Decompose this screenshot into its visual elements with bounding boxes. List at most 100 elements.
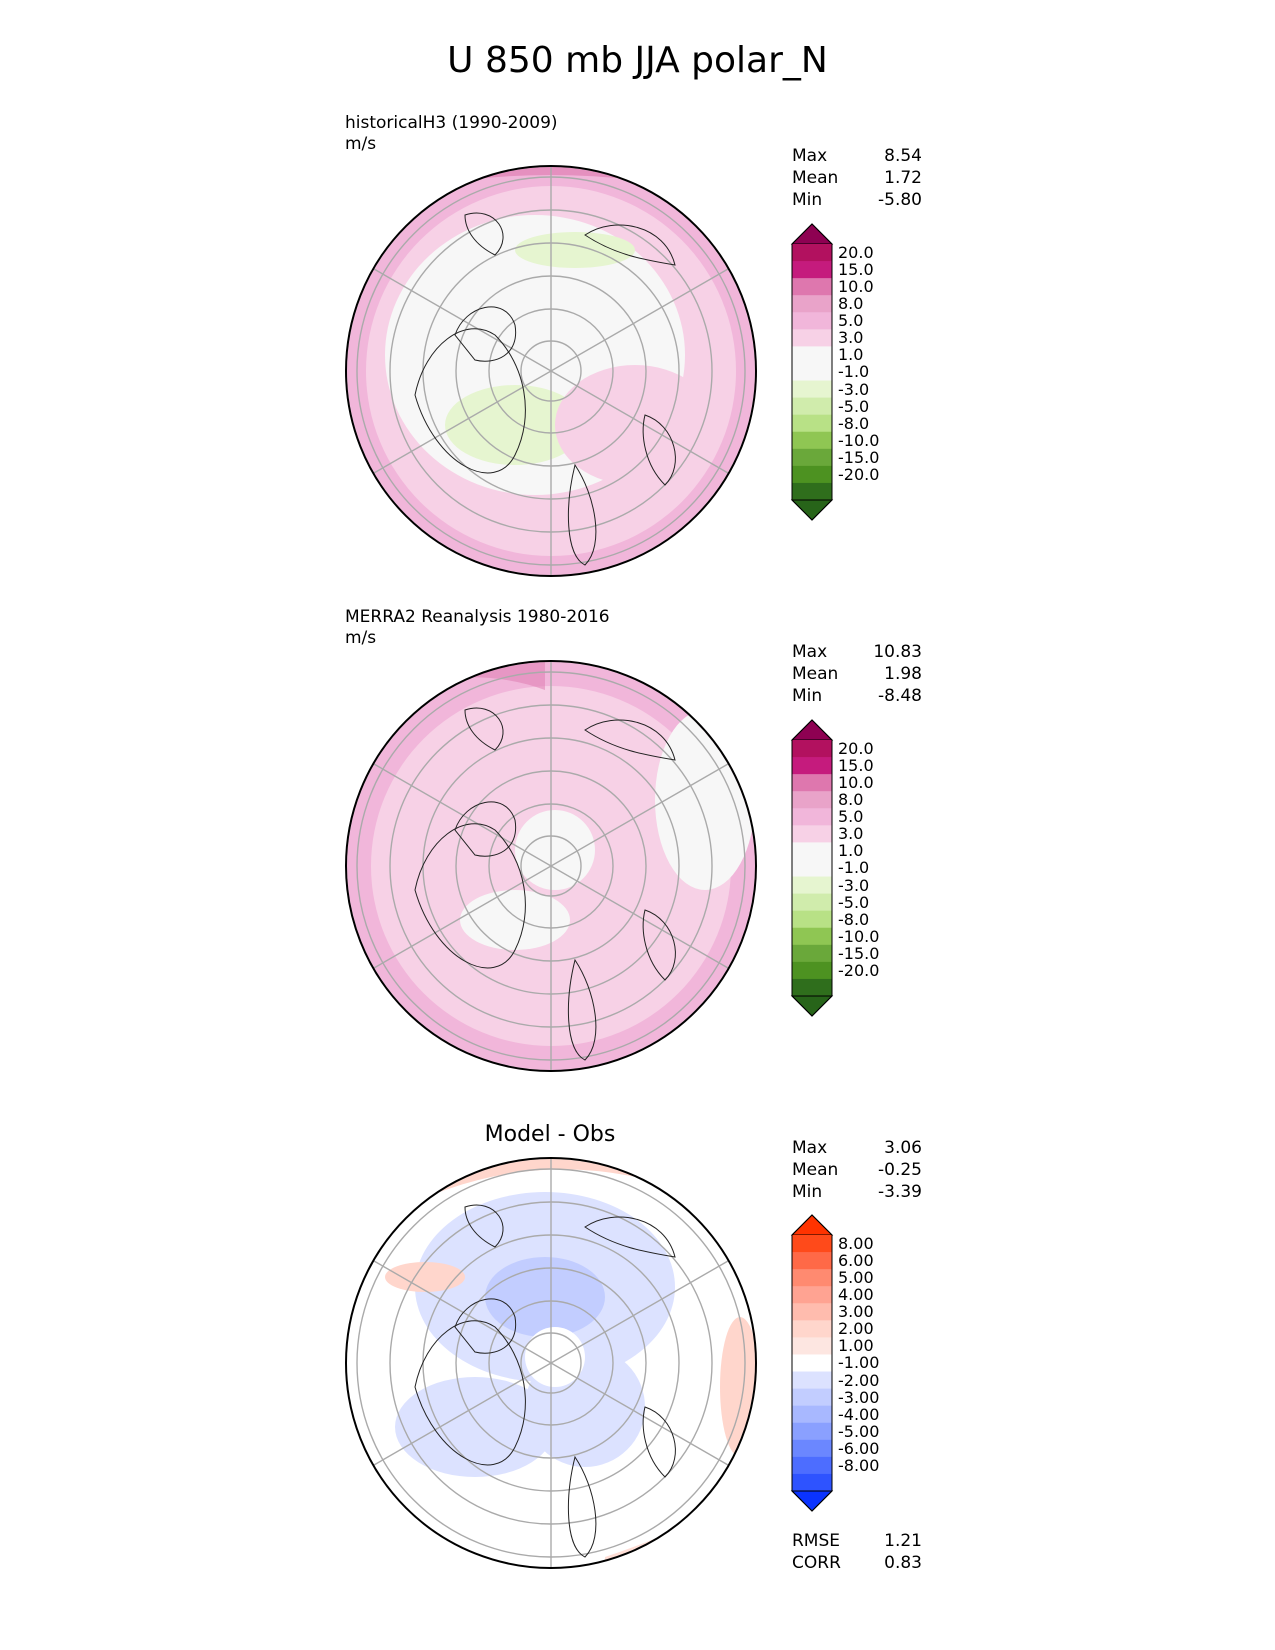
colorbar-field-1-tick-label: 3.0	[838, 328, 864, 348]
colorbar-field-2-swatches	[790, 719, 834, 1017]
panel-2-title: MERRA2 Reanalysis 1980-2016	[345, 607, 610, 627]
metric-name: CORR	[792, 1553, 841, 1573]
colorbar-field-2-tick-label: -1.0	[838, 858, 870, 878]
colorbar-diff-swatch	[792, 1388, 832, 1407]
colorbar-diff-tick-label: 2.00	[838, 1319, 874, 1339]
colorbar-field-2-swatch	[792, 910, 832, 929]
colorbar-diff-swatch	[792, 1303, 832, 1321]
panel-2-stats: Max 10.83 Mean 1.98 Min -8.48	[792, 641, 922, 707]
colorbar-field-1-tick-label: 5.0	[838, 311, 864, 331]
colorbar-diff-top-extend	[790, 1214, 834, 1236]
colorbar-field-1-swatch	[792, 346, 832, 364]
colorbar-field-1-tick-label: 20.0	[838, 243, 874, 262]
colorbar-diff	[790, 1214, 834, 1512]
colorbar-diff-tick-label: -3.00	[838, 1387, 880, 1407]
stat-value: -3.39	[878, 1182, 922, 1202]
colorbar-diff-swatch	[792, 1371, 832, 1390]
metric-value: 1.21	[884, 1531, 922, 1551]
polar-map-difference	[345, 1157, 757, 1569]
colorbar-field-1-swatch	[792, 397, 832, 416]
stat-value: 10.83	[873, 642, 922, 662]
figure-title: U 850 mb JJA polar_N	[447, 40, 828, 81]
colorbar-field-1-swatch	[792, 465, 832, 484]
colorbar-field-2-swatch	[792, 740, 832, 758]
stat-name: Min	[792, 190, 823, 210]
colorbar-diff-tick-label: 6.00	[838, 1251, 874, 1271]
colorbar-diff-swatch	[792, 1456, 832, 1475]
stat-name: Max	[792, 146, 828, 166]
colorbar-field-2-tick-label: -3.0	[838, 875, 870, 895]
colorbar-field-2-tick-label: 20.0	[838, 739, 874, 758]
colorbar-field-2-tick-label: 1.0	[838, 841, 864, 861]
colorbar-field-2-tick-label: -20.0	[838, 960, 880, 980]
colorbar-field-2-swatch	[792, 961, 832, 980]
colorbar-field-2-tick-label: -5.0	[838, 892, 870, 912]
colorbar-field-2-top-extend	[790, 719, 834, 741]
stat-name: Mean	[792, 664, 839, 684]
colorbar-diff-tick-label: -2.00	[838, 1370, 880, 1390]
colorbar-field-1-tick-label: 15.0	[838, 260, 874, 280]
colorbar-field-1-tick-label: -20.0	[838, 464, 880, 484]
stat-value: -0.25	[878, 1160, 922, 1180]
colorbar-field-1-swatch	[792, 380, 832, 399]
colorbar-diff-tick-label: -4.00	[838, 1404, 880, 1424]
colorbar-field-2-swatch	[792, 876, 832, 895]
colorbar-diff-swatch	[792, 1252, 832, 1270]
colorbar-field-2-swatch	[792, 927, 832, 946]
colorbar-field-1-tick-label: 1.0	[838, 345, 864, 365]
stat-value: -8.48	[878, 686, 922, 706]
colorbar-diff-tick-label: -6.00	[838, 1438, 880, 1458]
colorbar-field-2-swatch	[792, 944, 832, 963]
stat-value: 1.72	[884, 168, 922, 188]
colorbar-field-2-swatch	[792, 893, 832, 912]
colorbar-field-1-swatch	[792, 295, 832, 313]
colorbar-diff-tick-label: 8.00	[838, 1234, 874, 1253]
stat-name: Max	[792, 642, 828, 662]
colorbar-field-2-swatch	[792, 842, 832, 860]
colorbar-diff-swatch	[792, 1422, 832, 1441]
colorbar-field-2-tick-label: 8.0	[838, 790, 864, 810]
colorbar-field-2-tick-label: 3.0	[838, 824, 864, 844]
colorbar-field-2-swatch	[792, 978, 832, 997]
stat-value: 8.54	[884, 146, 922, 166]
colorbar-field-2-labels: 20.0 15.0 10.0 8.0 5.0 3.0 1.0 -1.0 -3.0 -5.0 -8.0…	[838, 740, 879, 979]
colorbar-diff-swatch	[792, 1439, 832, 1458]
colorbar-field-2-swatch	[792, 859, 832, 878]
colorbar-diff-outline	[791, 1214, 833, 1512]
colorbar-diff-swatch	[792, 1337, 832, 1355]
colorbar-field-2-bottom-extend	[790, 995, 834, 1017]
metric-value: 0.83	[884, 1553, 922, 1573]
colorbar-field-1-swatch	[792, 363, 832, 382]
stat-name: Mean	[792, 168, 839, 188]
colorbar-diff-tick-label: 4.00	[838, 1285, 874, 1305]
colorbar-diff-swatch	[792, 1235, 832, 1253]
colorbar-field-1-swatch	[792, 329, 832, 347]
metric-name: RMSE	[792, 1531, 841, 1551]
colorbar-field-1-swatch	[792, 414, 832, 433]
colorbar-diff-tick-label: 3.00	[838, 1302, 874, 1322]
colorbar-diff-tick-label: -5.00	[838, 1421, 880, 1441]
colorbar-field-2-tick-label: 15.0	[838, 756, 874, 776]
colorbar-diff-swatches	[790, 1214, 834, 1512]
colorbar-diff-swatch	[792, 1473, 832, 1492]
colorbar-field-1-tick-label: -15.0	[838, 447, 880, 467]
colorbar-field-1	[790, 223, 834, 521]
stat-name: Min	[792, 1182, 823, 1202]
panel-1-stats: Max 8.54 Mean 1.72 Min -5.80	[792, 145, 922, 211]
colorbar-field-1-labels: 20.0 15.0 10.0 8.0 5.0 3.0 1.0 -1.0 -3.0 -5.0 -8.0…	[838, 244, 879, 483]
panel-3-title: Model - Obs	[484, 1122, 616, 1147]
colorbar-diff-tick-label: -1.00	[838, 1353, 880, 1373]
panel-2-units: m/s	[345, 628, 377, 648]
colorbar-field-1-outline	[791, 223, 833, 521]
colorbar-diff-tick-label: -8.00	[838, 1455, 880, 1475]
panel-1-title: historicalH3 (1990-2009)	[345, 113, 558, 133]
colorbar-diff-labels: 8.00 6.00 5.00 4.00 3.00 2.00 1.00 -1.00 -2.00 -3…	[838, 1235, 879, 1474]
colorbar-field-2-tick-label: 5.0	[838, 807, 864, 827]
colorbar-field-2-tick-label: -8.0	[838, 909, 870, 929]
panel-2-label: MERRA2 Reanalysis 1980-2016 m/s	[345, 607, 610, 649]
colorbar-diff-tick-label: 5.00	[838, 1268, 874, 1288]
colorbar-diff-bottom-extend	[790, 1490, 834, 1512]
colorbar-field-2-swatch	[792, 774, 832, 792]
colorbar-field-1-swatch	[792, 482, 832, 501]
colorbar-field-2-swatch	[792, 757, 832, 775]
